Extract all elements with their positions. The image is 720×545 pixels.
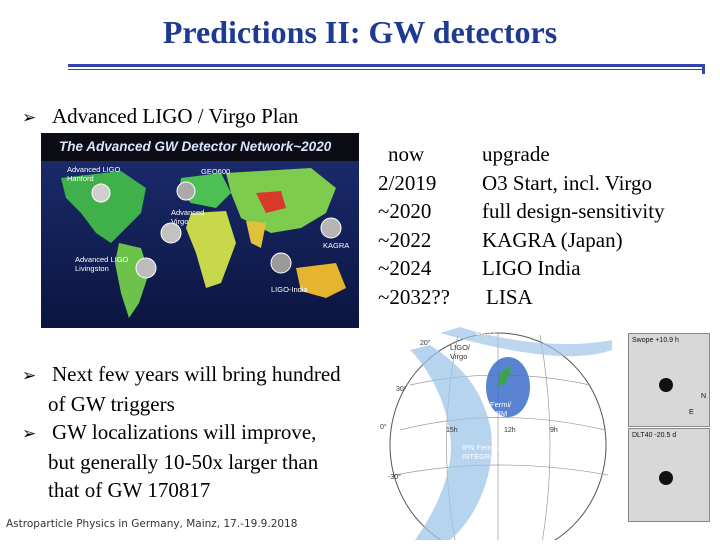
- label-ligo-india: LIGO-India: [271, 285, 308, 294]
- thumbnail-swope-label: Swope +10.9 h: [632, 337, 679, 344]
- sky-map-graphic: [389, 327, 612, 545]
- timeline-what: full design-sensitivity: [482, 199, 665, 223]
- bullet-next-line2: of GW triggers: [48, 392, 175, 416]
- bullet-loc-line3: that of GW 170817: [48, 478, 211, 502]
- slide-footer: Astroparticle Physics in Germany, Mainz,…: [6, 518, 298, 530]
- sky-label-30deg: 30°: [396, 386, 407, 393]
- timeline-what: LIGO India: [482, 256, 581, 280]
- sky-label-0deg: 0°: [380, 424, 387, 431]
- sky-label-ligo-virgo: LIGO/ Virgo: [450, 343, 471, 361]
- bullet-loc-line2: but generally 10-50x larger than: [48, 450, 319, 474]
- sky-localization-figure: LIGO LIGO/ Virgo Fermi/ GBM IPN Fermi / …: [380, 325, 698, 545]
- detector-network-map: The Advanced GW Detector Network~2020 Ad…: [41, 133, 359, 328]
- bullet-plan: ➢ Advanced LIGO / Virgo Plan: [22, 102, 298, 132]
- world-map-graphic: [41, 133, 359, 328]
- timeline-what: LISA: [486, 284, 533, 309]
- title-underline-end: [702, 64, 705, 74]
- compass-e-label: E: [689, 409, 694, 416]
- sky-label-20deg: 20°: [420, 340, 431, 347]
- bullet-list-lower: ➢ Next few years will bring hundred of GW…: [22, 360, 382, 504]
- timeline-when: ~2024: [378, 256, 432, 280]
- map-title: The Advanced GW Detector Network~2020: [59, 139, 332, 154]
- compass-n-label: N: [701, 393, 707, 400]
- bullet-next-line1: Next few years will bring hundred: [52, 362, 341, 386]
- label-virgo: Advanced Virgo: [171, 208, 205, 226]
- arrow-bullet-icon: ➢: [22, 366, 37, 386]
- bullet-next-years: ➢ Next few years will bring hundred of GW…: [22, 360, 382, 418]
- thumbnail-swope-panel: Swope +10.9 h N E: [628, 333, 710, 427]
- timeline-what: KAGRA (Japan): [482, 227, 623, 252]
- sky-label-15h: 15h: [446, 427, 458, 434]
- bullet-loc-line1: GW localizations will improve,: [52, 420, 317, 444]
- timeline-when: ~2022: [378, 227, 432, 252]
- bullet-localizations: ➢ GW localizations will improve, but gene…: [22, 418, 382, 504]
- label-aligo-livingston: Advanced LIGO Livingston: [75, 255, 129, 273]
- sky-label-ipn: IPN Fermi / INTEGRAL: [462, 443, 500, 461]
- thumbnail-dlt40-panel: DLT40 -20.5 d: [628, 428, 710, 522]
- timeline-when: 2/2019: [378, 170, 437, 195]
- title-underline-thin: [68, 69, 704, 70]
- arrow-bullet-icon: ➢: [22, 108, 37, 128]
- bullet-plan-text: Advanced LIGO / Virgo Plan: [52, 104, 299, 128]
- sky-label-ligo: LIGO: [476, 328, 496, 337]
- host-galaxy-dot: [659, 378, 673, 392]
- arrow-bullet-icon: ➢: [22, 424, 37, 444]
- timeline-what: O3 Start, incl. Virgo: [482, 170, 653, 195]
- host-galaxy-dot: [659, 471, 673, 485]
- label-geo600: GEO600: [201, 167, 231, 176]
- sky-label-9h: 9h: [550, 427, 558, 434]
- timeline-when: ~2032??: [378, 284, 451, 309]
- slide-title: Predictions II: GW detectors: [162, 14, 558, 50]
- timeline-when: ~2020: [378, 199, 432, 223]
- timeline-what: upgrade: [482, 142, 550, 166]
- title-underline: [68, 64, 704, 67]
- label-kagra: KAGRA: [323, 241, 350, 250]
- sky-label-minus30deg: -30°: [388, 474, 401, 481]
- timeline-when: now: [388, 142, 425, 166]
- thumbnail-dlt40-label: DLT40 -20.5 d: [632, 432, 677, 439]
- sky-label-fermi: Fermi/ GBM: [490, 400, 512, 418]
- sky-label-12h: 12h: [504, 427, 516, 434]
- label-aligo-hanford: Advanced LIGO Hanford: [67, 165, 121, 183]
